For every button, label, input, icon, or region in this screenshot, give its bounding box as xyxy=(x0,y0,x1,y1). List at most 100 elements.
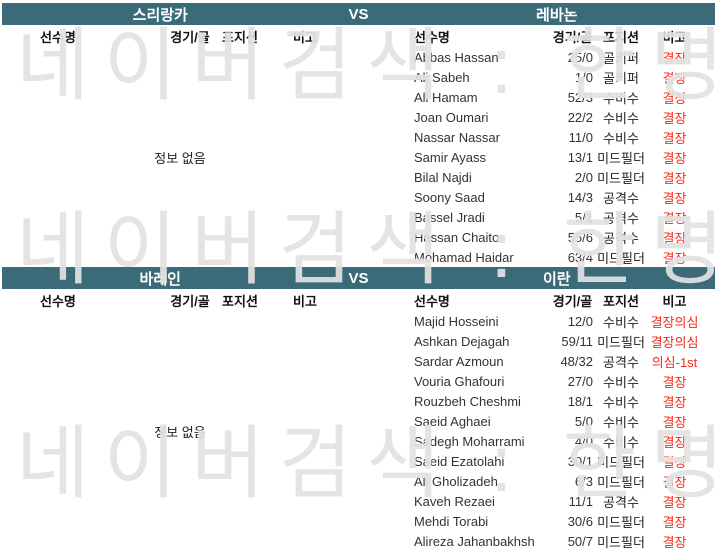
player-position: 수비수 xyxy=(603,110,639,126)
player-name: Vouria Ghafouri xyxy=(414,373,505,389)
player-position: 수비수 xyxy=(603,434,639,450)
player-position: 수비수 xyxy=(603,314,639,330)
col-header-note: 비고 xyxy=(293,29,317,45)
player-name: Samir Ayass xyxy=(414,149,487,165)
player-record: 25/0 xyxy=(567,49,593,65)
player-position: 수비수 xyxy=(603,394,639,410)
col-header-record: 경기/골 xyxy=(170,293,210,309)
table-row: Vouria Ghafouri 27/0 수비수 결장 xyxy=(360,371,717,391)
player-name: Alireza Jahanbakhsh xyxy=(414,533,535,549)
player-record: 63/4 xyxy=(567,249,593,265)
player-record: 5/0 xyxy=(574,413,593,429)
player-record: 12/0 xyxy=(567,313,593,329)
column-header-row: 선수명 경기/골 포지션 비고 선수명 경기/골 포지션 비고 xyxy=(0,289,717,311)
player-position: 미드필더 xyxy=(597,150,645,166)
player-position: 미드필더 xyxy=(597,170,645,186)
table-row: Ashkan Dejagah 59/11 미드필더 결장의심 xyxy=(360,331,717,351)
away-team-title: 이란 xyxy=(542,270,571,288)
player-position: 골키퍼 xyxy=(603,70,639,86)
match-section-2: 바레인 VS 이란 선수명 경기/골 포지션 비고 선수명 경기/골 포지션 비… xyxy=(0,267,717,551)
col-header-position: 포지션 xyxy=(603,29,639,45)
col-header-note: 비고 xyxy=(662,29,687,45)
player-position: 수비수 xyxy=(603,130,639,146)
table-row: Sardar Azmoun 48/32 공격수 의심-1st xyxy=(360,351,717,371)
player-note: 결장 xyxy=(662,454,687,470)
player-note: 결장 xyxy=(662,414,687,430)
player-position: 공격수 xyxy=(603,494,639,510)
player-record: 5/1 xyxy=(574,209,593,225)
vs-label: VS xyxy=(348,269,369,287)
col-header-position: 포지션 xyxy=(603,293,639,309)
player-record: 55/6 xyxy=(567,229,593,245)
player-name: Majid Hosseini xyxy=(414,313,499,329)
table-row: Mohamad Haidar 63/4 미드필더 결장 xyxy=(360,247,717,267)
player-position: 골키퍼 xyxy=(603,50,639,66)
match-header-bar: 스리랑카 VS 레바논 xyxy=(2,3,715,25)
match-header-bar: 바레인 VS 이란 xyxy=(2,267,715,289)
player-name: Abbas Hassan xyxy=(414,49,499,65)
player-record: 50/7 xyxy=(567,533,593,549)
player-note: 결장의심 xyxy=(650,314,699,330)
table-row: Kaveh Rezaei 11/1 공격수 결장 xyxy=(360,491,717,511)
player-name: Ali Sabeh xyxy=(414,69,470,85)
table-row: Majid Hosseini 12/0 수비수 결장의심 xyxy=(360,311,717,331)
col-header-record: 경기/골 xyxy=(552,293,593,309)
table-row: Bilal Najdi 2/0 미드필더 결장 xyxy=(360,167,717,187)
player-name: Sardar Azmoun xyxy=(414,353,504,369)
player-record: 22/2 xyxy=(567,109,593,125)
player-position: 미드필더 xyxy=(597,474,645,490)
vs-label: VS xyxy=(348,5,369,23)
player-name: Bilal Najdi xyxy=(414,169,472,185)
table-row: Sadegh Moharrami 4/0 수비수 결장 xyxy=(360,431,717,451)
player-note: 의심-1st xyxy=(651,354,698,370)
player-note: 결장 xyxy=(662,534,687,550)
col-header-name: 선수명 xyxy=(40,29,76,45)
player-position: 공격수 xyxy=(603,190,639,206)
match-section-1: 스리랑카 VS 레바논 선수명 경기/골 포지션 비고 선수명 경기/골 포지션… xyxy=(0,3,717,267)
table-row: Abbas Hassan 25/0 골키퍼 결장 xyxy=(360,47,717,67)
column-header-row: 선수명 경기/골 포지션 비고 선수명 경기/골 포지션 비고 xyxy=(0,25,717,47)
table-row: Nassar Nassar 11/0 수비수 결장 xyxy=(360,127,717,147)
player-note: 결장 xyxy=(662,50,687,66)
roster-body: 정보 없음 Abbas Hassan 25/0 골키퍼 결장 Ali Sabeh 1/0 골… xyxy=(0,47,717,267)
player-record: 18/1 xyxy=(567,393,593,409)
player-record: 1/0 xyxy=(574,69,593,85)
table-row: Joan Oumari 22/2 수비수 결장 xyxy=(360,107,717,127)
player-name: Rouzbeh Cheshmi xyxy=(414,393,521,409)
table-row: Saeid Aghaei 5/0 수비수 결장 xyxy=(360,411,717,431)
player-name: Sadegh Moharrami xyxy=(414,433,525,449)
player-note: 결장 xyxy=(662,394,687,410)
away-player-list: Majid Hosseini 12/0 수비수 결장의심 Ashkan Dejagah 5… xyxy=(360,311,717,551)
player-name: Saeid Aghaei xyxy=(414,413,491,429)
table-row: Samir Ayass 13/1 미드필더 결장 xyxy=(360,147,717,167)
player-note: 결장 xyxy=(662,170,687,186)
player-position: 공격수 xyxy=(603,354,639,370)
col-header-name: 선수명 xyxy=(414,293,450,309)
player-name: Ali Hamam xyxy=(414,89,478,105)
player-name: Saeid Ezatolahi xyxy=(414,453,505,469)
roster-body: 정보 없음 Majid Hosseini 12/0 수비수 결장의심 Ashkan De… xyxy=(0,311,717,551)
player-note: 결장 xyxy=(662,434,687,450)
col-header-position: 포지션 xyxy=(222,293,258,309)
col-header-position: 포지션 xyxy=(222,29,258,45)
player-record: 14/3 xyxy=(567,189,593,205)
player-note: 결장 xyxy=(662,374,687,390)
player-record: 48/32 xyxy=(560,353,593,369)
player-position: 미드필더 xyxy=(597,534,645,550)
player-name: Hassan Chaito xyxy=(414,229,500,245)
player-note: 결장의심 xyxy=(650,334,699,350)
col-header-name: 선수명 xyxy=(40,293,76,309)
player-note: 결장 xyxy=(662,474,687,490)
player-name: Mehdi Torabi xyxy=(414,513,489,529)
col-header-note: 비고 xyxy=(662,293,687,309)
table-row: Mehdi Torabi 30/6 미드필더 결장 xyxy=(360,511,717,531)
table-row: Hassan Chaito 55/6 공격수 결장 xyxy=(360,227,717,247)
table-row: Ali Hamam 52/3 수비수 결장 xyxy=(360,87,717,107)
player-name: Soony Saad xyxy=(414,189,485,205)
player-position: 수비수 xyxy=(603,374,639,390)
home-no-info: 정보 없음 xyxy=(0,311,360,551)
col-header-note: 비고 xyxy=(293,293,317,309)
player-record: 59/11 xyxy=(561,333,593,349)
player-note: 결장 xyxy=(662,210,687,226)
